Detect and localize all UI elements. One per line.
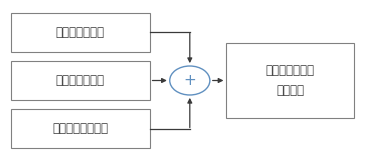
- Bar: [11, 61, 150, 100]
- Bar: [11, 109, 150, 148]
- Bar: [11, 13, 150, 52]
- Text: 防雾风险计算单元: 防雾风险计算单元: [52, 122, 108, 135]
- Text: 动态值计算单元: 动态值计算单元: [56, 74, 105, 87]
- Bar: [226, 43, 354, 118]
- Text: 基础值计算单元: 基础值计算单元: [56, 26, 105, 39]
- Text: 目标蒸发器温度
计算单元: 目标蒸发器温度 计算单元: [266, 65, 315, 96]
- Ellipse shape: [170, 66, 210, 95]
- Text: +: +: [184, 73, 196, 88]
